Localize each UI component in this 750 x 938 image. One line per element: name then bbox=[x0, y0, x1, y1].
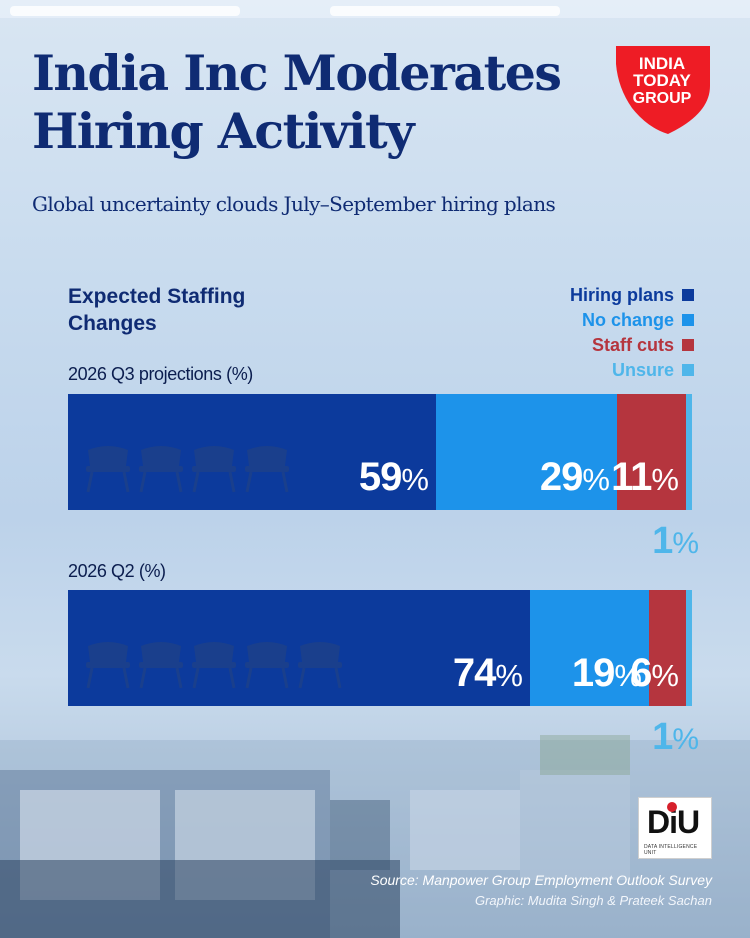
legend-item-no-change: No change bbox=[570, 308, 694, 333]
page-subtitle: Global uncertainty clouds July–September… bbox=[32, 192, 556, 216]
chart-legend: Hiring plans No change Staff cuts Unsure bbox=[570, 283, 694, 383]
bar-segment-no-change: 19% bbox=[530, 590, 649, 706]
empty-chairs-illustration bbox=[86, 446, 289, 493]
logo-line-2: TODAY bbox=[633, 71, 691, 90]
legend-item-unsure: Unsure bbox=[570, 358, 694, 383]
legend-label: Unsure bbox=[611, 360, 674, 380]
data-label-unit: % bbox=[651, 658, 679, 693]
period-label-q2: 2026 Q2 (%) bbox=[68, 561, 166, 581]
bar-segment-no-change: 29% bbox=[436, 394, 617, 510]
legend-label: No change bbox=[581, 310, 674, 330]
chair-icon bbox=[245, 446, 289, 493]
period-label-q3: 2026 Q3 projections (%) bbox=[68, 364, 253, 384]
bar-segment-hiring-plans: 74% bbox=[68, 590, 530, 706]
data-label-staff-cuts: 6% bbox=[630, 651, 679, 696]
bar-segment-staff-cuts: 6% bbox=[630, 590, 686, 706]
data-label-unit: % bbox=[582, 462, 610, 497]
data-label-value: 1 bbox=[652, 520, 673, 562]
data-intelligence-unit-badge: DiU DATA INTELLIGENCE UNIT bbox=[638, 797, 712, 859]
data-label-value: 59 bbox=[358, 455, 402, 499]
data-label-unit: % bbox=[672, 527, 699, 560]
chart-title: Expected Staffing Changes bbox=[68, 283, 308, 337]
data-label-value: 6 bbox=[630, 651, 652, 695]
data-label-unit: % bbox=[651, 462, 679, 497]
data-label-value: 29 bbox=[539, 455, 583, 499]
empty-chairs-illustration bbox=[86, 642, 342, 689]
chair-icon bbox=[86, 642, 130, 689]
data-label-value: 1 bbox=[652, 716, 673, 758]
data-label-hiring-plans: 59% bbox=[358, 455, 429, 500]
legend-swatch bbox=[682, 364, 694, 376]
legend-label: Staff cuts bbox=[591, 335, 674, 355]
data-label-unit: % bbox=[495, 658, 523, 693]
data-label-no-change: 19% bbox=[571, 651, 642, 696]
data-label-unit: % bbox=[401, 462, 429, 497]
graphic-credit: Graphic: Mudita Singh & Prateek Sachan bbox=[474, 893, 712, 908]
chair-icon bbox=[86, 446, 130, 493]
data-label-value: 74 bbox=[452, 651, 496, 695]
bar-segment-unsure bbox=[686, 590, 692, 706]
data-label-hiring-plans: 74% bbox=[452, 651, 523, 696]
page-title: India Inc Moderates Hiring Activity bbox=[32, 44, 562, 160]
stacked-bar-q2: 74% 19% 6% 1% bbox=[68, 590, 699, 758]
legend-swatch bbox=[682, 339, 694, 351]
bar-segment-unsure bbox=[686, 394, 692, 510]
chair-icon bbox=[192, 446, 236, 493]
data-label-value: 19 bbox=[571, 651, 615, 695]
bar-segment-staff-cuts: 11% bbox=[611, 394, 686, 510]
logo-line-1: INDIA bbox=[639, 54, 685, 73]
data-label-no-change: 29% bbox=[539, 455, 610, 500]
data-label-unit: % bbox=[672, 723, 699, 756]
chair-icon bbox=[298, 642, 342, 689]
bar-segment-hiring-plans: 59% bbox=[68, 394, 436, 510]
chair-icon bbox=[139, 446, 183, 493]
source-note: Source: Manpower Group Employment Outloo… bbox=[370, 872, 712, 888]
chair-icon bbox=[245, 642, 289, 689]
chair-icon bbox=[192, 642, 236, 689]
chair-icon bbox=[139, 642, 183, 689]
india-today-group-logo: INDIA TODAY GROUP bbox=[616, 46, 710, 134]
logo-line-3: GROUP bbox=[633, 90, 692, 107]
badge-subtext: DATA INTELLIGENCE UNIT bbox=[644, 844, 698, 856]
stacked-bar-q3: 59% 29% 11% 1% bbox=[68, 394, 699, 562]
legend-item-hiring-plans: Hiring plans bbox=[570, 283, 694, 308]
legend-swatch bbox=[682, 314, 694, 326]
data-label-unit: % bbox=[614, 658, 642, 693]
data-label-unsure: 1% bbox=[652, 716, 699, 759]
legend-swatch bbox=[682, 289, 694, 301]
legend-label: Hiring plans bbox=[569, 285, 674, 305]
chart-title-text: Expected Staffing Changes bbox=[68, 285, 246, 335]
data-label-staff-cuts: 11% bbox=[611, 455, 679, 500]
data-label-value: 11 bbox=[611, 455, 652, 499]
badge-dot bbox=[667, 802, 677, 812]
data-label-unsure: 1% bbox=[652, 520, 699, 563]
legend-item-staff-cuts: Staff cuts bbox=[570, 333, 694, 358]
